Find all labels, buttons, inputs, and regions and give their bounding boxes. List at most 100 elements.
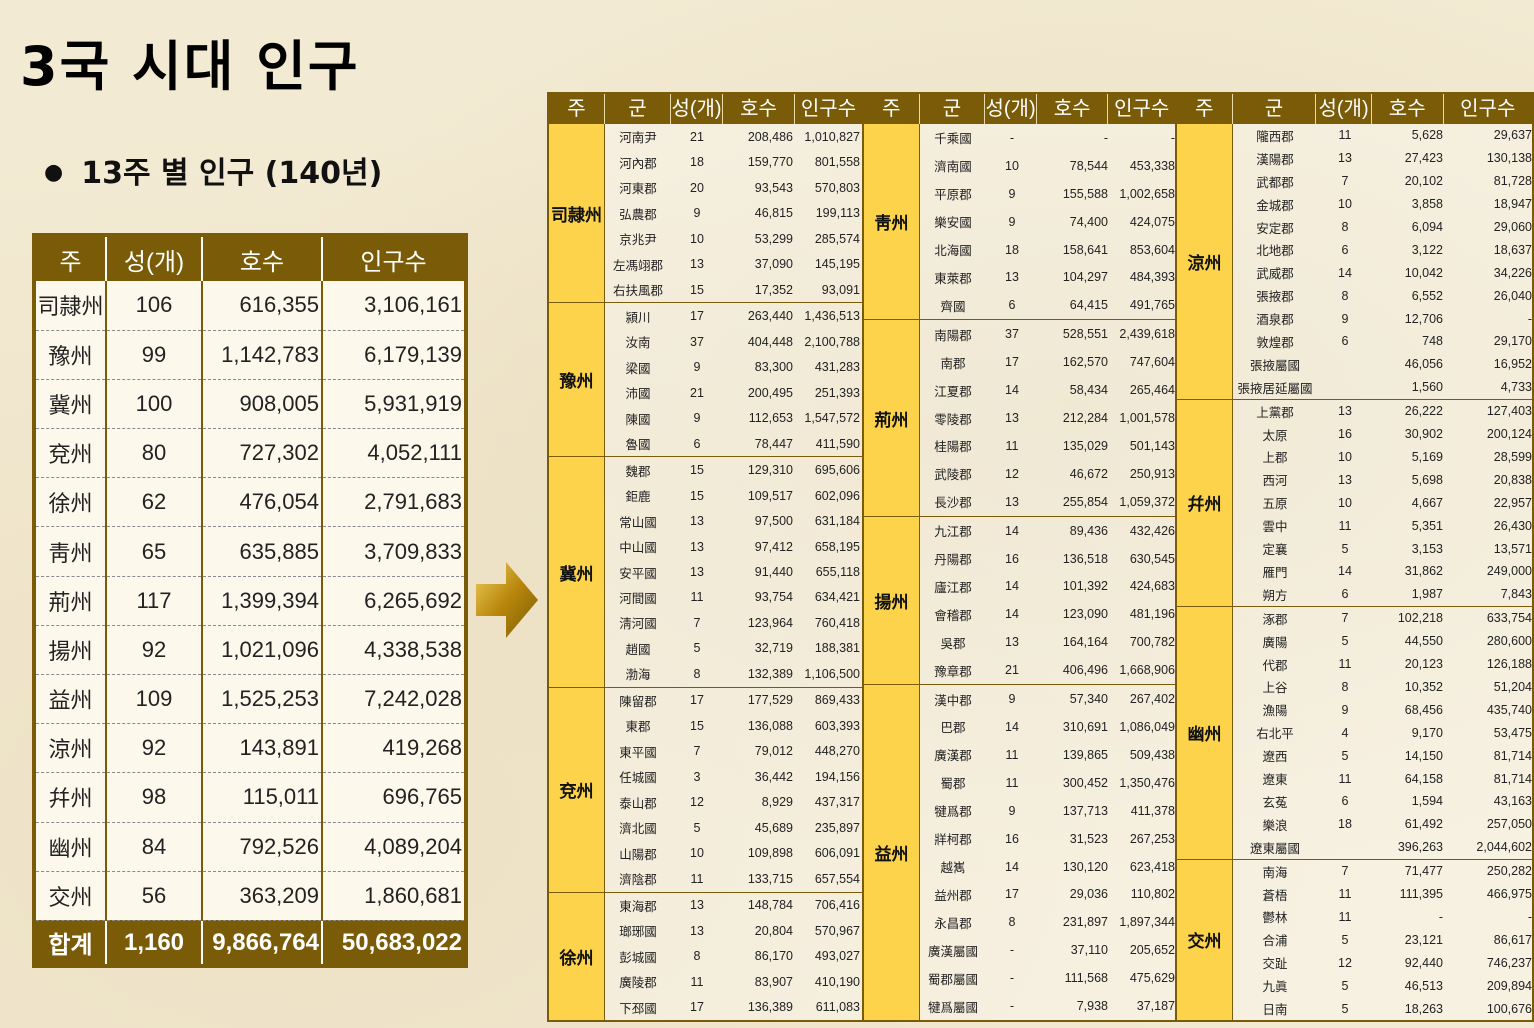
commandery-castles: 11 [1005, 747, 1019, 762]
summary-castles: 62 [106, 477, 203, 528]
commandery-population: 2,044,602 [1476, 840, 1532, 855]
commandery-households: 27,423 [1404, 151, 1443, 166]
province-rows: 東海郡 13 148,784 706,416 瑯琊國 13 20,804 570,967 彭城國… [605, 893, 862, 1020]
commandery-name: 渤海 [625, 668, 651, 683]
commandery-row: 會稽郡 14 123,090 481,196 [920, 600, 1177, 628]
summary-population: 7,242,028 [322, 674, 466, 725]
commandery-row: 遼東 11 64,158 81,714 [1233, 767, 1534, 790]
commandery-row: 瑯琊國 13 20,804 570,967 [605, 918, 862, 943]
commandery-population: - [1527, 909, 1532, 924]
commandery-row: 南海 7 71,477 250,282 [1233, 860, 1534, 883]
commandery-name: 豫章郡 [934, 664, 972, 679]
commandery-households: 58,434 [1069, 383, 1108, 398]
commandery-row: 蜀郡 11 300,452 1,350,476 [920, 769, 1177, 797]
commandery-castles: 13 [690, 539, 704, 554]
commandery-name: 陳留郡 [619, 694, 657, 709]
commandery-name: 蜀郡屬國 [927, 972, 978, 987]
commandery-population: 53,475 [1493, 725, 1532, 740]
commandery-name: 右扶風郡 [612, 284, 663, 299]
commandery-households: 1,594 [1411, 794, 1443, 809]
detail-header-row: 주 군 성(개) 호수 인구수 [1177, 94, 1532, 124]
detail-header-cell: 주 [864, 94, 920, 124]
commandery-households: 32,719 [754, 641, 793, 656]
commandery-name: 代郡 [1262, 658, 1288, 673]
commandery-households: 104,297 [1062, 270, 1108, 285]
subtitle: ● 13주 별 인구 (140년) [44, 148, 382, 192]
commandery-population: 1,001,578 [1119, 411, 1175, 426]
commandery-row: 彭城國 8 86,170 493,027 [605, 944, 862, 969]
commandery-name: 鬱林 [1262, 911, 1288, 926]
commandery-castles: 9 [693, 360, 701, 375]
commandery-name: 中山國 [619, 541, 657, 556]
commandery-households: 164,164 [1062, 635, 1108, 650]
commandery-row: 汝南 37 404,448 2,100,788 [605, 329, 862, 354]
summary-castles: 80 [106, 428, 203, 479]
commandery-population: 2,439,618 [1119, 327, 1175, 342]
commandery-row: 蜀郡屬國 - 111,568 475,629 [920, 964, 1177, 992]
commandery-row: 巴郡 14 310,691 1,086,049 [920, 713, 1177, 741]
commandery-name: 濟陰郡 [619, 873, 657, 888]
commandery-row: 敦煌郡 6 748 29,170 [1233, 330, 1534, 353]
summary-population: 2,791,683 [322, 477, 466, 528]
province-group: 交州 南海 7 71,477 250,282 蒼梧 11 111,395 466,975 鬱林 11… [1177, 859, 1534, 1020]
commandery-population: 623,418 [1129, 859, 1175, 874]
province-rows: 潁川 17 263,440 1,436,513 汝南 37 404,448 2,100,788… [605, 303, 862, 456]
total-households: 9,866,764 [202, 920, 323, 967]
commandery-population: 127,403 [1486, 404, 1532, 419]
commandery-households: 111,568 [1064, 971, 1108, 986]
commandery-row: 九江郡 14 89,436 432,426 [920, 517, 1177, 545]
commandery-population: 194,156 [814, 769, 860, 784]
province-group: 荊州 南陽郡 37 528,551 2,439,618 南郡 17 162,570 747,60… [864, 320, 1175, 517]
commandery-households: 10,042 [1404, 265, 1443, 280]
commandery-population: 432,426 [1129, 523, 1175, 538]
commandery-castles: 18 [1005, 242, 1019, 257]
commandery-population: 1,897,344 [1119, 915, 1175, 930]
commandery-row: 廣漢郡 11 139,865 509,438 [920, 741, 1177, 769]
province-name: 荊州 [864, 320, 920, 516]
commandery-row: 東平國 7 79,012 448,270 [605, 739, 862, 764]
commandery-name: 任城國 [619, 771, 657, 786]
commandery-castles: 12 [1005, 466, 1019, 481]
commandery-row: 西河 13 5,698 20,838 [1233, 468, 1534, 491]
commandery-households: 78,447 [754, 436, 793, 451]
commandery-row: 魏郡 15 129,310 695,606 [605, 457, 862, 482]
commandery-population: 611,083 [815, 1000, 860, 1015]
commandery-population: 655,118 [815, 565, 860, 579]
commandery-name: 泰山郡 [619, 796, 657, 811]
commandery-row: 廬江郡 14 101,392 424,683 [920, 573, 1177, 601]
commandery-row: 豫章郡 21 406,496 1,668,906 [920, 656, 1177, 684]
commandery-row: 左馮翊郡 13 37,090 145,195 [605, 251, 862, 276]
summary-row: 幷州 98 115,011 696,765 [34, 772, 466, 823]
commandery-castles: 21 [690, 385, 704, 400]
commandery-name: 河東郡 [619, 182, 657, 197]
commandery-households: 136,389 [747, 1000, 793, 1015]
detail-header-cell: 호수 [1372, 94, 1444, 124]
commandery-name: 汝南 [625, 336, 651, 351]
commandery-castles: 11 [1005, 775, 1019, 790]
commandery-castles: 4 [1341, 725, 1349, 740]
commandery-row: 吳郡 13 164,164 700,782 [920, 628, 1177, 656]
commandery-row: 趙國 5 32,719 188,381 [605, 636, 862, 661]
commandery-name: 趙國 [625, 642, 651, 657]
summary-population: 1,860,681 [322, 871, 466, 921]
detail-header-cell: 주 [549, 94, 605, 124]
commandery-castles: 8 [1341, 288, 1349, 303]
commandery-castles: 6 [1341, 587, 1349, 602]
commandery-population: 493,027 [814, 949, 860, 964]
commandery-households: 37,090 [754, 257, 793, 272]
commandery-name: 益州郡 [934, 888, 972, 903]
commandery-row: 隴西郡 11 5,628 29,637 [1233, 124, 1534, 147]
commandery-name: 左馮翊郡 [612, 258, 663, 273]
commandery-row: 廣漢屬國 - 37,110 205,652 [920, 936, 1177, 964]
commandery-name: 北地郡 [1256, 244, 1294, 259]
commandery-row: 太原 16 30,902 200,124 [1233, 423, 1534, 446]
commandery-households: 93,543 [754, 180, 793, 195]
commandery-castles: 37 [1005, 327, 1019, 342]
commandery-name: 沛國 [625, 387, 651, 402]
commandery-row: 北海國 18 158,641 853,604 [920, 236, 1177, 264]
commandery-households: 4,667 [1411, 495, 1443, 510]
commandery-households: 132,389 [747, 666, 793, 681]
commandery-castles: 11 [690, 974, 704, 989]
commandery-name: 魏郡 [625, 464, 651, 479]
commandery-name: 廣漢屬國 [927, 944, 978, 959]
